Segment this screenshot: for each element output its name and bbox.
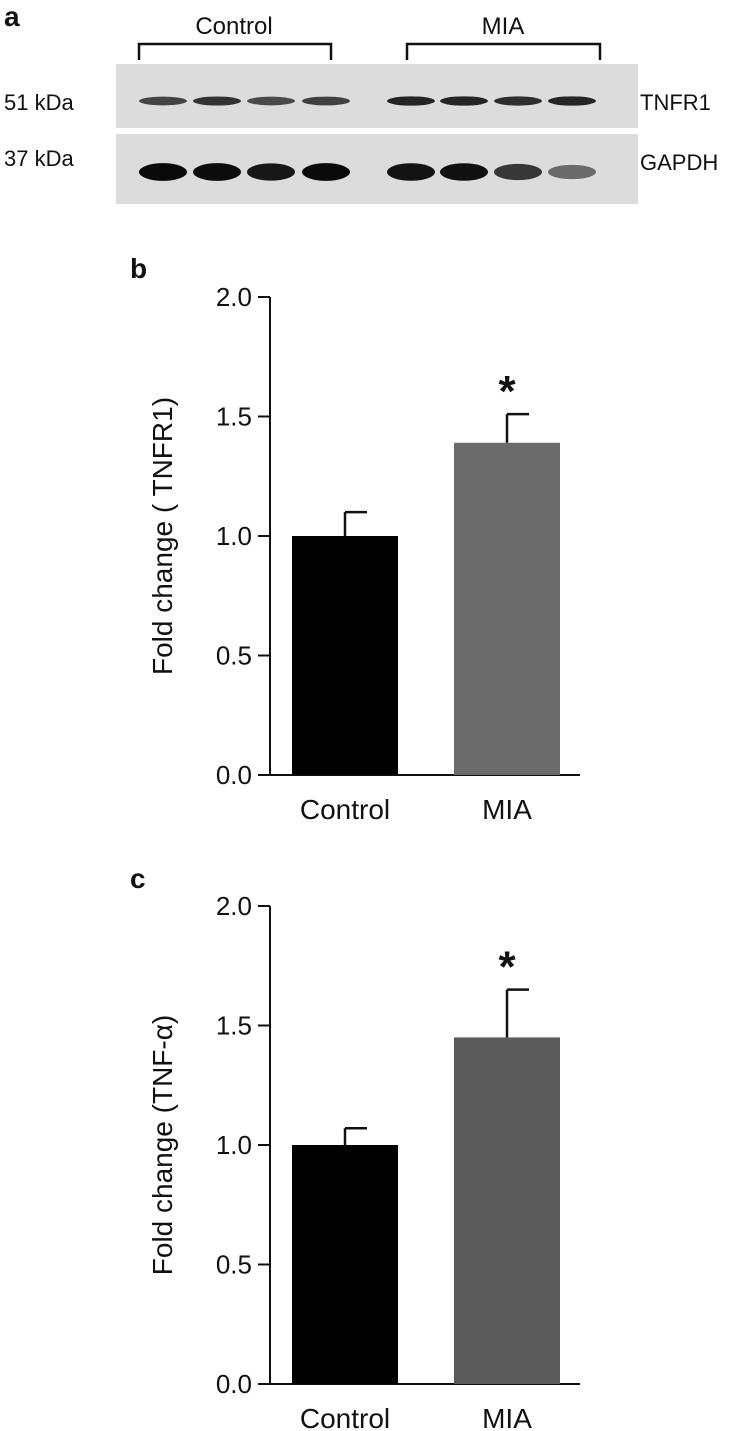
protein-label-gapdh: GAPDH [640,150,718,175]
y-tick-label: 0.5 [216,1250,252,1280]
x-tick-label-mia: MIA [482,794,532,825]
bar-mia [454,442,560,775]
blot-band [302,96,350,106]
protein-label-tnfr1: TNFR1 [640,90,711,115]
blot-band [139,96,187,106]
blot-band [139,163,187,181]
chart-c-bars: Control * MIA [292,943,560,1431]
blot-band [548,164,596,180]
blot-band [193,163,241,181]
chart-c-ylabel: Fold change (TNF-α) [147,1015,178,1275]
group-label-mia: MIA [482,13,525,40]
blot-band [387,96,435,106]
panel-c: c Fold change (TNF-α) 0.0 0.5 1.0 1.5 2.0 Co… [130,863,580,1431]
x-tick-label-control: Control [300,794,390,825]
group-bracket-mia [405,42,602,60]
y-tick-label: 0.5 [216,641,252,671]
bar-mia [454,1037,560,1384]
panel-c-label: c [130,863,146,894]
y-tick-label: 1.5 [216,402,252,432]
y-tick-label: 2.0 [216,891,252,921]
group-bracket-control [137,42,333,60]
chart-b-bars: Control * MIA [292,367,560,825]
chart-b-ylabel: Fold change ( TNFR1) [147,397,178,675]
blot-bands-gapdh [139,163,596,181]
chart-b-y-ticks: 0.0 0.5 1.0 1.5 2.0 [216,282,270,790]
blot-band [193,96,241,106]
significance-marker: * [498,367,516,416]
bar-control [292,536,398,775]
blot-band [247,163,295,181]
panel-a: a Control MIA 51 kDa 37 kDa TNFR1 GAPDH [4,1,718,204]
y-tick-label: 0.0 [216,1369,252,1399]
x-tick-label-mia: MIA [482,1403,532,1431]
blot-band [548,96,596,106]
y-tick-label: 1.0 [216,521,252,551]
blot-band [302,163,350,181]
mw-label-tnfr1: 51 kDa [4,90,74,115]
blot-band [387,163,435,181]
x-tick-label-control: Control [300,1403,390,1431]
blot-band [494,96,542,106]
blot-membrane-tnfr1 [116,64,638,128]
blot-band [440,163,488,181]
panel-a-label: a [4,1,20,32]
y-tick-label: 1.5 [216,1011,252,1041]
group-label-control: Control [195,13,272,40]
y-tick-label: 1.0 [216,1130,252,1160]
y-tick-label: 2.0 [216,282,252,312]
significance-marker: * [498,943,516,992]
blot-bands-tnfr1 [139,96,596,106]
chart-c-y-ticks: 0.0 0.5 1.0 1.5 2.0 [216,891,270,1399]
bar-control [292,1145,398,1384]
panel-b: b Fold change ( TNFR1) 0.0 0.5 1.0 1.5 2.0 C… [130,253,580,825]
blot-band [247,96,295,106]
panel-b-label: b [130,253,147,284]
mw-label-gapdh: 37 kDa [4,146,74,171]
blot-band [440,96,488,106]
blot-band [494,163,542,181]
y-tick-label: 0.0 [216,760,252,790]
